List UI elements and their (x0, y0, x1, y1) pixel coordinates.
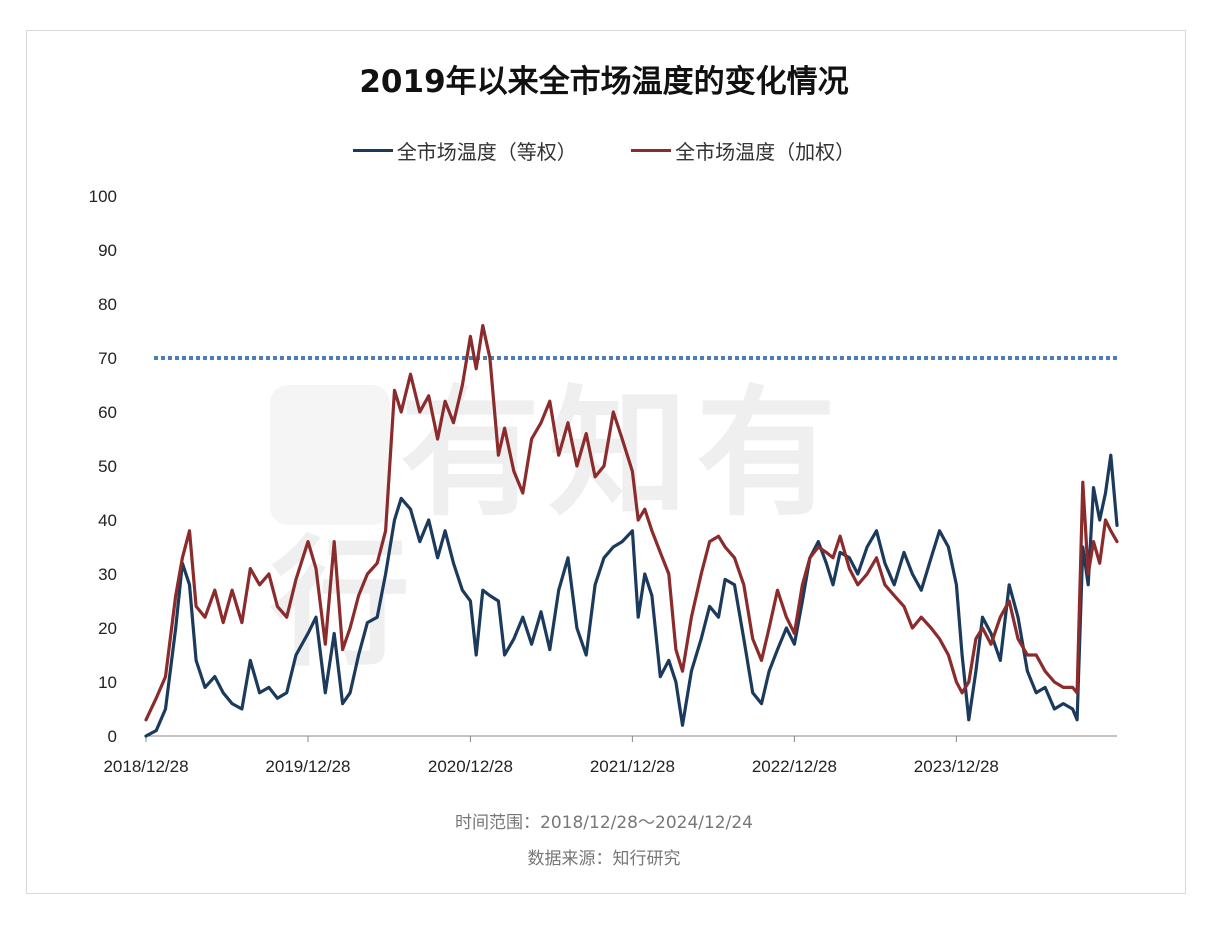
legend: 全市场温度（等权） 全市场温度（加权） (0, 133, 1208, 165)
y-tick-label: 0 (108, 727, 117, 746)
legend-label-equal: 全市场温度（等权） (396, 140, 577, 164)
x-tick-label: 2021/12/28 (590, 757, 675, 776)
series-line-cap-weight (144, 324, 1119, 722)
y-tick-label: 30 (98, 565, 117, 584)
y-tick-label: 20 (98, 619, 117, 638)
watermark-logo (270, 385, 390, 525)
legend-item-weighted: 全市场温度（加权） (631, 136, 855, 165)
x-tick-label: 2019/12/28 (265, 757, 350, 776)
y-tick-label: 80 (98, 295, 117, 314)
y-tick-label: 60 (98, 403, 117, 422)
y-tick-label: 10 (98, 673, 117, 692)
legend-swatch-equal (352, 149, 393, 152)
y-tick-label: 100 (89, 187, 117, 206)
x-tick-label: 2023/12/28 (914, 757, 999, 776)
y-tick-label: 90 (98, 241, 117, 260)
watermark-label: 有知有行 (270, 373, 845, 686)
x-tick-label: 2022/12/28 (752, 757, 837, 776)
x-tick-label: 2018/12/28 (103, 757, 188, 776)
legend-label-weighted: 全市场温度（加权） (675, 140, 856, 164)
chart-title: 2019年以来全市场温度的变化情况 (359, 64, 849, 100)
y-tick-label: 40 (98, 511, 117, 530)
x-tick-label: 2020/12/28 (428, 757, 513, 776)
legend-item-equal: 全市场温度（等权） (352, 136, 577, 165)
y-tick-label: 70 (98, 349, 117, 368)
y-tick-label: 50 (98, 457, 117, 476)
footer-source: 数据来源：知行研究 (527, 849, 681, 869)
footer-range: 时间范围：2018/12/28～2024/12/24 (455, 813, 753, 833)
watermark-text: 有知有行 (270, 380, 990, 680)
series-line-equal-weight (144, 453, 1119, 738)
legend-swatch-weighted (631, 149, 672, 152)
